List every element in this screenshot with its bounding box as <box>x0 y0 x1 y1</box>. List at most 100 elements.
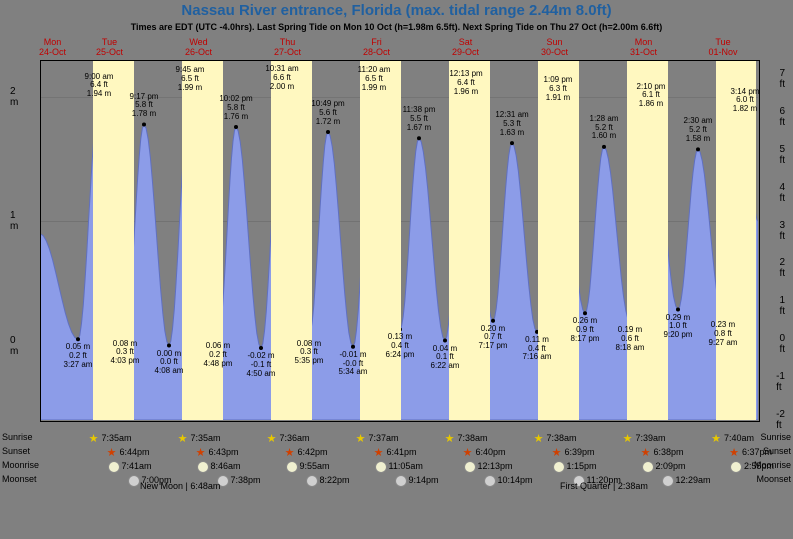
day-header: Thu27-Oct <box>268 38 308 58</box>
moonrise-time: 8:46am <box>211 461 241 471</box>
chart-subtitle: Times are EDT (UTC -4.0hrs). Last Spring… <box>0 22 793 32</box>
star-icon: ★ <box>729 446 739 459</box>
moonset-row: MoonsetMoonset7:00pm7:38pm8:22pm9:14pm10… <box>0 474 793 488</box>
sunrise-time: 7:35am <box>191 433 221 443</box>
high-tide-label: 12:13 pm6.4 ft1.96 m <box>449 70 482 96</box>
moon-icon <box>395 475 407 487</box>
moonrise-time: 12:13pm <box>478 461 513 471</box>
moon-phase-label: First Quarter | 2:38am <box>560 481 648 491</box>
high-tide-label: 9:17 pm5.8 ft1.78 m <box>130 93 159 119</box>
moonrise-row: MoonriseMoonrise7:41am8:46am9:55am11:05a… <box>0 460 793 474</box>
y-tick-m: 1 m <box>10 210 18 232</box>
low-tide-label: 0.08 m0.3 ft4:03 pm <box>111 340 140 366</box>
star-icon: ★ <box>623 432 633 445</box>
high-tide-label: 10:31 am6.6 ft2.00 m <box>265 65 298 91</box>
moonset-time: 7:38pm <box>231 475 261 485</box>
chart-title: Nassau River entrance, Florida (max. tid… <box>0 2 793 19</box>
y-tick-m: 2 m <box>10 86 18 108</box>
low-tide-label: 0.05 m0.2 ft3:27 am <box>64 343 93 369</box>
sunset-time: 6:44pm <box>120 447 150 457</box>
daylight-band <box>716 60 756 420</box>
moon-icon <box>484 475 496 487</box>
y-tick-ft: -2 ft <box>776 409 785 431</box>
star-icon: ★ <box>463 446 473 459</box>
high-tide-label: 9:00 am6.4 ft1.94 m <box>85 73 114 99</box>
tide-chart-container: Nassau River entrance, Florida (max. tid… <box>0 0 793 539</box>
y-tick-ft: 3 ft <box>779 220 785 242</box>
day-header: Tue01-Nov <box>703 38 743 58</box>
sunrise-time: 7:38am <box>458 433 488 443</box>
low-tide-label: 0.29 m1.0 ft9:20 pm <box>664 314 693 340</box>
sunset-time: 6:38pm <box>654 447 684 457</box>
row-label-right: Sunrise <box>760 432 791 442</box>
high-tide-label: 10:02 pm5.8 ft1.76 m <box>219 95 252 121</box>
row-label-left: Sunset <box>2 446 30 456</box>
daylight-band <box>271 60 312 420</box>
daylight-band <box>93 60 134 420</box>
moonrise-time: 9:55am <box>300 461 330 471</box>
y-tick-m: 0 m <box>10 335 18 357</box>
low-tide-label: -0.02 m-0.1 ft4:50 am <box>247 352 276 378</box>
y-tick-ft: 2 ft <box>779 257 785 279</box>
low-tide-label: 0.08 m0.3 ft5:35 pm <box>295 340 324 366</box>
y-tick-ft: 5 ft <box>779 144 785 166</box>
sunrise-time: 7:36am <box>280 433 310 443</box>
high-tide-label: 2:30 am5.2 ft1.58 m <box>684 117 713 143</box>
high-tide-label: 3:14 pm6.0 ft1.82 m <box>731 88 760 114</box>
star-icon: ★ <box>374 446 384 459</box>
moon-icon <box>553 461 565 473</box>
moon-icon <box>128 475 140 487</box>
star-icon: ★ <box>196 446 206 459</box>
day-header: Fri28-Oct <box>357 38 397 58</box>
day-header: Mon31-Oct <box>624 38 664 58</box>
moonset-time: 9:14pm <box>409 475 439 485</box>
moonrise-time: 11:05am <box>389 461 423 471</box>
row-label-right: Moonset <box>756 474 791 484</box>
daylight-band <box>538 60 579 420</box>
sunset-row: SunsetSunset★6:44pm★6:43pm★6:42pm★6:41pm… <box>0 446 793 460</box>
y-tick-ft: 1 ft <box>779 295 785 317</box>
y-tick-ft: 6 ft <box>779 106 785 128</box>
high-tide-label: 1:09 pm6.3 ft1.91 m <box>544 76 573 102</box>
star-icon: ★ <box>445 432 455 445</box>
sunrise-time: 7:35am <box>102 433 132 443</box>
moonset-time: 12:29am <box>676 475 711 485</box>
low-tide-label: -0.01 m-0.0 ft5:34 am <box>339 351 368 377</box>
day-header: Sun30-Oct <box>535 38 575 58</box>
low-tide-label: 0.04 m0.1 ft6:22 am <box>431 345 460 371</box>
star-icon: ★ <box>285 446 295 459</box>
moonrise-time: 1:15pm <box>567 461 597 471</box>
sunset-time: 6:41pm <box>387 447 417 457</box>
y-tick-ft: 0 ft <box>779 333 785 355</box>
high-tide-label: 12:31 am5.3 ft1.63 m <box>495 111 528 137</box>
moon-icon <box>642 461 654 473</box>
y-tick-ft: 4 ft <box>779 182 785 204</box>
high-tide-label: 9:45 am6.5 ft1.99 m <box>176 66 205 92</box>
moon-icon <box>286 461 298 473</box>
sunset-time: 6:37pm <box>742 447 772 457</box>
low-tide-label: 0.11 m0.4 ft7:16 am <box>523 336 552 362</box>
high-tide-label: 2:10 pm6.1 ft1.86 m <box>637 83 666 109</box>
sunset-time: 6:43pm <box>209 447 239 457</box>
moon-icon <box>108 461 120 473</box>
y-tick-ft: 7 ft <box>779 68 785 90</box>
star-icon: ★ <box>356 432 366 445</box>
low-tide-label: 0.26 m0.9 ft8:17 pm <box>571 317 600 343</box>
star-icon: ★ <box>89 432 99 445</box>
moonset-time: 8:22pm <box>320 475 350 485</box>
moon-icon <box>662 475 674 487</box>
low-tide-label: 0.00 m0.0 ft4:08 am <box>155 350 184 376</box>
low-tide-label: 0.23 m0.8 ft9:27 am <box>709 321 738 347</box>
sunrise-time: 7:40am <box>724 433 754 443</box>
moon-icon <box>197 461 209 473</box>
sunrise-time: 7:37am <box>369 433 399 443</box>
moon-icon <box>464 461 476 473</box>
moon-phase-label: New Moon | 6:48am <box>140 481 220 491</box>
sunrise-time: 7:39am <box>636 433 666 443</box>
daylight-band <box>627 60 668 420</box>
moonrise-time: 2:09pm <box>656 461 686 471</box>
star-icon: ★ <box>534 432 544 445</box>
star-icon: ★ <box>552 446 562 459</box>
moon-icon <box>730 461 742 473</box>
low-tide-label: 0.13 m0.4 ft6:24 pm <box>386 333 415 359</box>
